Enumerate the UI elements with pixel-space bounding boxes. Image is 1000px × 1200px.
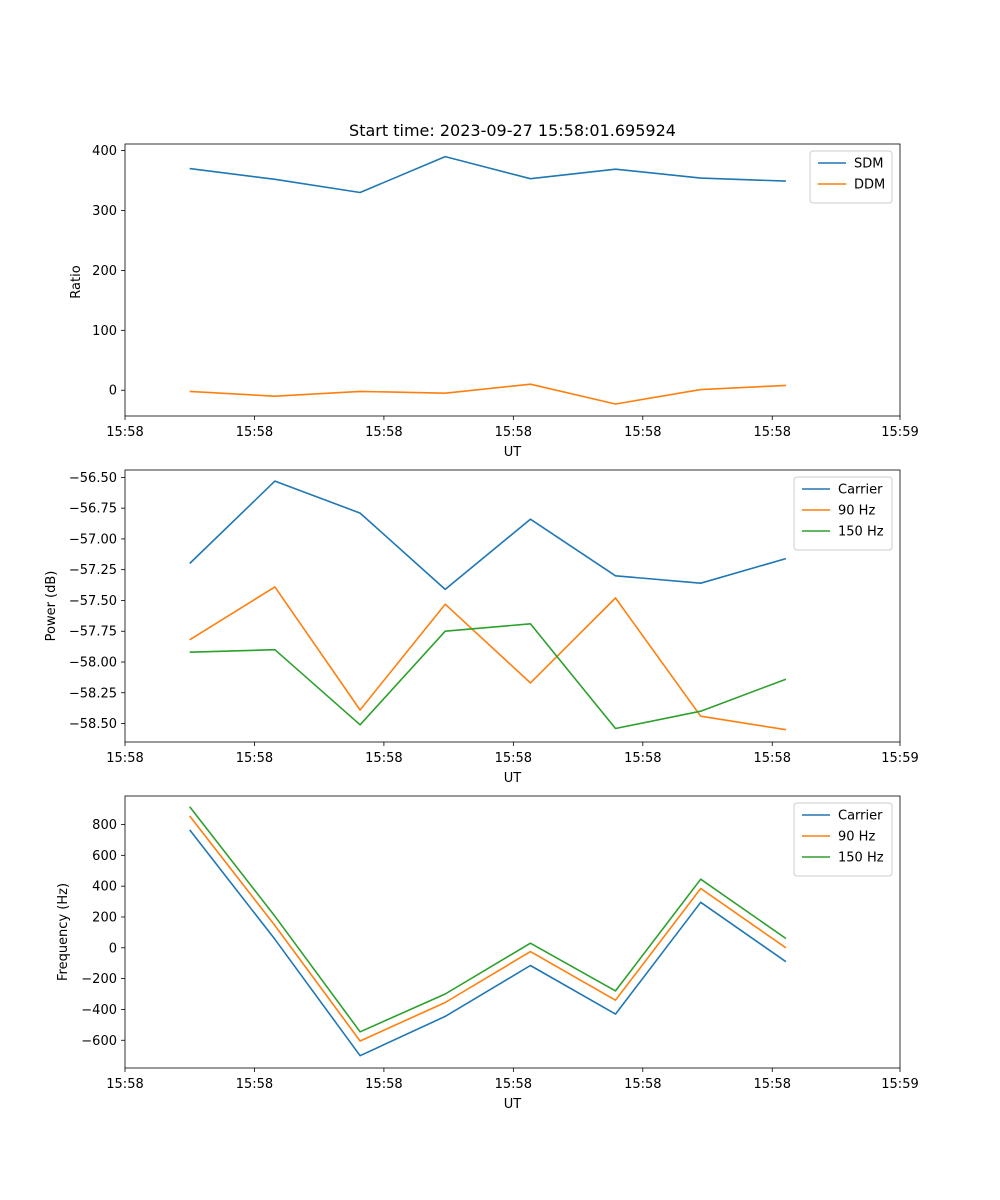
x-tick-label: 15:59 [881, 1077, 918, 1092]
x-tick-label: 15:58 [365, 425, 402, 440]
y-tick-label: −56.50 [69, 471, 117, 486]
x-axis-label: UT [504, 445, 522, 460]
y-tick-label: −57.75 [69, 625, 117, 640]
y-tick-label: 400 [92, 144, 117, 159]
x-tick-label: 15:58 [624, 425, 661, 440]
plot-frame [124, 469, 901, 743]
y-tick-label: 300 [92, 204, 117, 219]
series-line-sdm [189, 155, 786, 194]
x-tick-label: 15:58 [365, 751, 402, 766]
legend-label: 150 Hz [838, 851, 884, 866]
y-tick-label: 0 [109, 384, 117, 399]
y-tick-label: −600 [81, 1034, 117, 1049]
legend-box [809, 150, 893, 204]
y-axis-label: Ratio [69, 265, 84, 298]
legend-label: DDM [854, 178, 885, 193]
x-tick-label: 15:58 [106, 425, 143, 440]
x-tick-label: 15:58 [495, 425, 532, 440]
x-axis-label: UT [504, 1097, 522, 1112]
x-tick-label: 15:58 [236, 751, 273, 766]
y-tick-label: 800 [92, 818, 117, 833]
x-tick-label: 15:58 [365, 1077, 402, 1092]
y-tick-label: −57.25 [69, 563, 117, 578]
y-tick-label: 400 [92, 880, 117, 895]
series-line-carrier [189, 829, 787, 1057]
y-tick-label: −200 [81, 972, 117, 987]
x-tick-label: 15:58 [236, 1077, 273, 1092]
legend: Carrier 90 Hz 150 Hz [793, 476, 893, 551]
x-tick-label: 15:59 [881, 425, 918, 440]
y-tick-label: 200 [92, 264, 117, 279]
legend-label: 90 Hz [838, 830, 875, 845]
series-line-150-hz [189, 806, 787, 1033]
series-line-150-hz [189, 622, 787, 730]
legend-label: SDM [854, 157, 883, 172]
legend-label: 150 Hz [838, 525, 884, 540]
x-tick-label: 15:58 [754, 1077, 791, 1092]
x-tick-label: 15:59 [881, 751, 918, 766]
legend: SDM DDM [809, 150, 893, 204]
ratio-panel: Start time: 2023-09-27 15:58:01.695924 U… [69, 121, 919, 460]
legend-label: 90 Hz [838, 504, 875, 519]
y-tick-label: −56.75 [69, 502, 117, 517]
y-axis-label: Frequency (Hz) [56, 883, 71, 981]
power-panel: UT Power (dB) 15:58 15:58 15:58 15:58 15:58 1… [44, 469, 919, 786]
y-tick-label: −58.25 [69, 686, 117, 701]
x-tick-label: 15:58 [236, 425, 273, 440]
x-tick-label: 15:58 [754, 425, 791, 440]
y-tick-label: −57.00 [69, 532, 117, 547]
legend: Carrier 90 Hz 150 Hz [793, 802, 893, 877]
y-tick-label: 200 [92, 910, 117, 925]
y-tick-label: −58.00 [69, 656, 117, 671]
y-tick-label: −57.50 [69, 594, 117, 609]
y-tick-label: 0 [109, 941, 117, 956]
series-line-90-hz [189, 586, 787, 731]
plot-frame [124, 143, 901, 417]
x-tick-label: 15:58 [495, 751, 532, 766]
series-line-carrier [189, 480, 787, 591]
plot-frame [124, 795, 901, 1069]
y-tick-label: 100 [92, 324, 117, 339]
x-tick-label: 15:58 [106, 1077, 143, 1092]
x-tick-label: 15:58 [106, 751, 143, 766]
legend-label: Carrier [838, 483, 883, 498]
legend-label: Carrier [838, 809, 883, 824]
chart-title: Start time: 2023-09-27 15:58:01.695924 [349, 121, 676, 140]
x-axis-label: UT [504, 771, 522, 786]
x-tick-label: 15:58 [624, 751, 661, 766]
series-line-ddm [189, 383, 786, 405]
y-tick-label: −58.50 [69, 717, 117, 732]
frequency-panel: UT Frequency (Hz) 15:58 15:58 15:58 15:58 15… [56, 795, 919, 1112]
x-tick-label: 15:58 [754, 751, 791, 766]
x-tick-label: 15:58 [624, 1077, 661, 1092]
y-tick-label: −400 [81, 1003, 117, 1018]
y-tick-label: 600 [92, 849, 117, 864]
series-line-90-hz [189, 815, 787, 1042]
x-tick-label: 15:58 [495, 1077, 532, 1092]
y-axis-label: Power (dB) [44, 571, 59, 642]
